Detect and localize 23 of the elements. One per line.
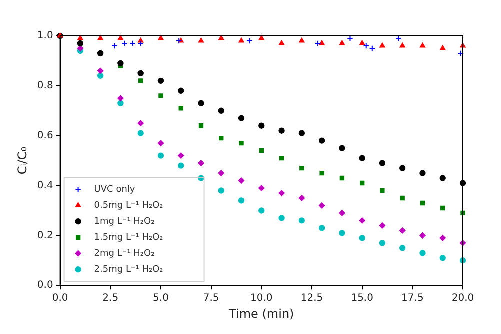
legend-label: 2.5mg L⁻¹ H₂O₂ — [94, 264, 164, 275]
y-tick-label: 0.0 — [37, 280, 54, 292]
legend-label: 1.5mg L⁻¹ H₂O₂ — [94, 232, 164, 243]
y-axis-title: Cᵢ/C₀ — [15, 146, 30, 175]
x-axis-title: Time (min) — [228, 306, 294, 321]
legend-label: 0.5mg L⁻¹ H₂O₂ — [94, 200, 164, 211]
x-tick-label: 0.0 — [52, 293, 68, 304]
x-tick-label: 5.0 — [153, 293, 169, 304]
y-tick-label: 1.0 — [37, 30, 54, 42]
y-tick-label: 0.4 — [37, 180, 54, 192]
x-tick-label: 12.5 — [300, 293, 324, 304]
x-tick-label: 20.0 — [452, 293, 474, 304]
x-tick-label: 17.5 — [402, 293, 424, 304]
y-tick-label: 0.2 — [37, 230, 54, 242]
x-tick-label: 7.5 — [203, 293, 220, 304]
x-tick-label: 10.0 — [250, 293, 273, 304]
x-tick-label: 2.5 — [102, 293, 119, 304]
y-tick-label: 0.6 — [37, 130, 54, 142]
legend-label: UVC only — [94, 184, 136, 195]
y-tick-label: 0.8 — [37, 80, 54, 92]
legend-label: 1mg L⁻¹ H₂O₂ — [94, 216, 156, 227]
x-tick-label: 15.0 — [351, 293, 374, 304]
legend-label: 2mg L⁻¹ H₂O₂ — [94, 248, 156, 259]
